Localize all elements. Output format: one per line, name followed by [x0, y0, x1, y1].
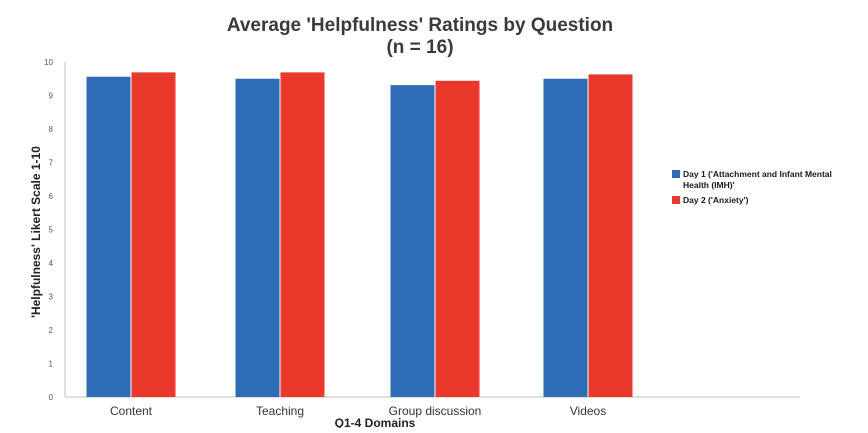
legend-label-day2: Day 2 ('Anxiety') [683, 195, 749, 205]
y-tick-label: 2 [49, 326, 54, 335]
legend-swatch-day1 [672, 170, 680, 178]
bars [86, 72, 633, 398]
y-tick-label: 3 [49, 293, 54, 302]
y-tick-label: 1 [49, 360, 54, 369]
y-tick-label: 8 [49, 125, 54, 134]
y-tick-label: 6 [49, 192, 54, 201]
y-tick-labels: 0 1 2 3 4 5 6 7 8 9 10 [44, 58, 53, 402]
y-tick-label: 5 [49, 226, 54, 235]
category-labels: Content Teaching Group discussion Videos [110, 404, 606, 418]
bar-series-2-content [131, 72, 176, 397]
legend: Day 1 ('Attachment and Infant Mental Hea… [672, 169, 832, 205]
bar-series-2-videos [588, 74, 633, 398]
legend-swatch-day2 [672, 196, 680, 204]
y-axis-title: 'Helpfulness' Likert Scale 1-10 [29, 146, 43, 318]
y-tick-label: 0 [49, 393, 54, 402]
x-axis-title: Q1-4 Domains [335, 416, 416, 428]
chart-subtitle: (n = 16) [386, 37, 453, 58]
category-label: Teaching [256, 404, 304, 418]
category-label: Videos [570, 404, 606, 418]
bar-series-1-content [86, 76, 131, 398]
bar-series-1-teaching [235, 78, 280, 397]
y-tick-label: 10 [44, 58, 53, 67]
category-label: Content [110, 404, 153, 418]
bar-series-1-group-discussion [390, 85, 435, 398]
y-tick-label: 9 [49, 92, 54, 101]
legend-label-day1-line2: Health (IMH)' [683, 180, 735, 190]
y-tick-label: 4 [49, 259, 54, 268]
legend-label-day1-line1: Day 1 ('Attachment and Infant Mental [683, 169, 832, 179]
bar-series-2-group-discussion [435, 80, 480, 397]
bar-series-2-teaching [280, 72, 325, 397]
category-label: Group discussion [389, 404, 482, 418]
chart-title: Average 'Helpfulness' Ratings by Questio… [227, 15, 613, 36]
bar-series-1-videos [543, 78, 588, 397]
y-tick-label: 7 [49, 159, 54, 168]
